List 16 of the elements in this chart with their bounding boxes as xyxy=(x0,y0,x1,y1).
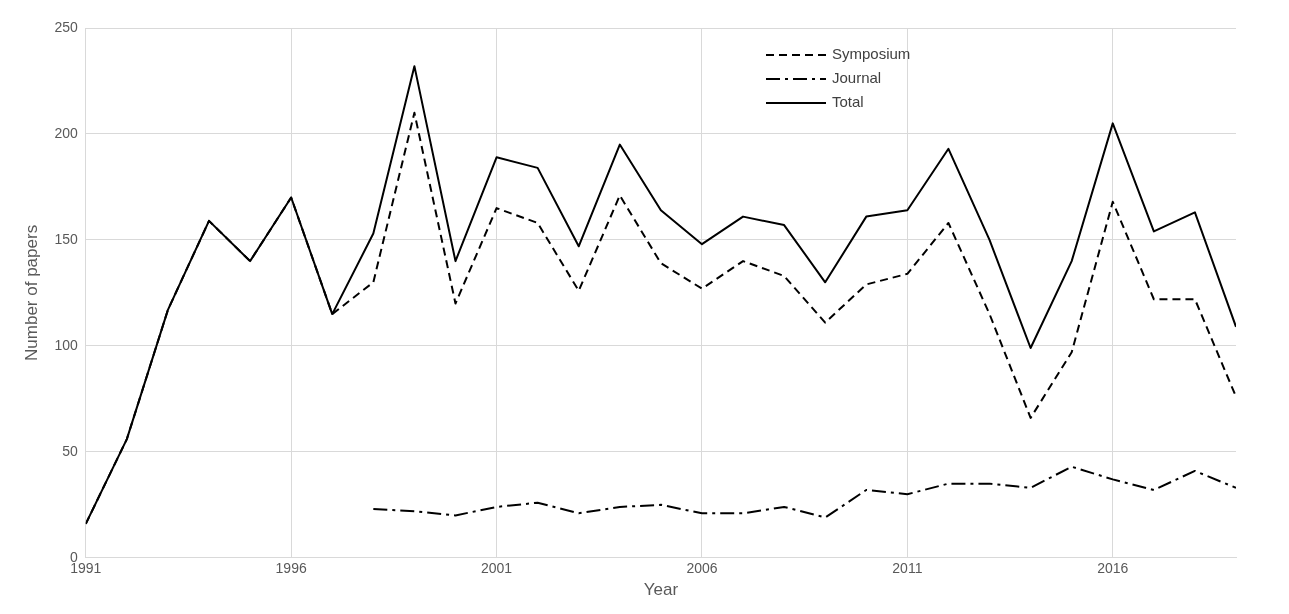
x-tick-label: 2006 xyxy=(686,560,718,577)
y-axis-title: Number of papers xyxy=(21,224,41,361)
x-tick-label: 1996 xyxy=(275,560,307,577)
y-tick-label: 250 xyxy=(54,18,78,35)
y-tick-label: 100 xyxy=(54,336,78,353)
x-tick-label: 2016 xyxy=(1097,560,1129,577)
line-series xyxy=(372,465,1236,519)
y-tick-label: 200 xyxy=(54,124,78,141)
x-tick-label: 2011 xyxy=(892,560,923,577)
legend-label: Symposium xyxy=(832,45,911,63)
legend-label: Journal xyxy=(832,69,882,87)
x-tick-label: 2001 xyxy=(480,560,513,577)
y-tick-label: 150 xyxy=(54,230,78,247)
y-tick-label: 50 xyxy=(62,442,78,459)
legend-label: Total xyxy=(832,93,864,111)
x-axis-title: Year xyxy=(643,580,679,600)
